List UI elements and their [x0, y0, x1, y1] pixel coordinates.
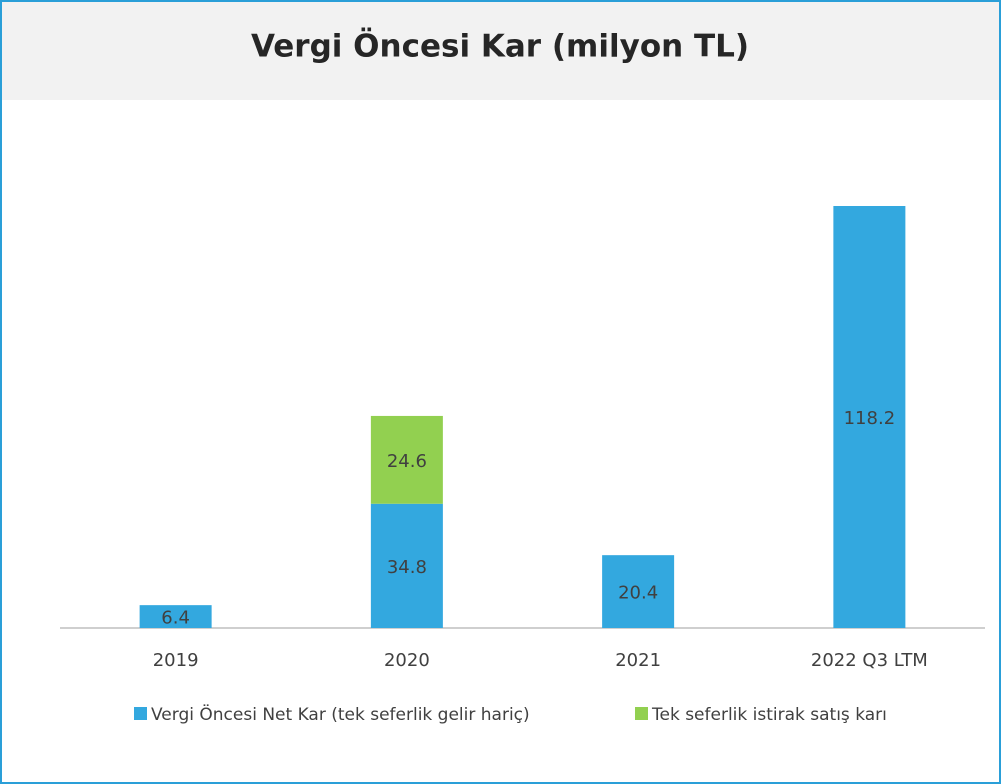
x-tick-label: 2021	[615, 650, 661, 671]
bar	[833, 206, 906, 628]
legend-label: Vergi Öncesi Net Kar (tek seferlik gelir…	[151, 703, 530, 725]
data-label: 20.4	[618, 583, 658, 604]
legend-swatch	[134, 707, 147, 720]
bar	[370, 503, 443, 628]
chart-title: Vergi Öncesi Kar (milyon TL)	[251, 28, 749, 65]
x-tick-label: 2019	[153, 650, 199, 671]
bar	[139, 605, 212, 628]
legend-swatch	[635, 707, 648, 720]
bar	[602, 555, 675, 628]
data-label: 118.2	[844, 408, 896, 429]
title-band	[2, 2, 999, 100]
data-label: 34.8	[387, 557, 427, 578]
x-tick-label: 2020	[384, 650, 430, 671]
x-tick-label: 2022 Q3 LTM	[811, 650, 928, 671]
legend-label: Tek seferlik istirak satış karı	[651, 705, 887, 725]
data-label: 6.4	[161, 608, 190, 629]
bar	[370, 415, 443, 504]
data-label: 24.6	[387, 451, 427, 472]
